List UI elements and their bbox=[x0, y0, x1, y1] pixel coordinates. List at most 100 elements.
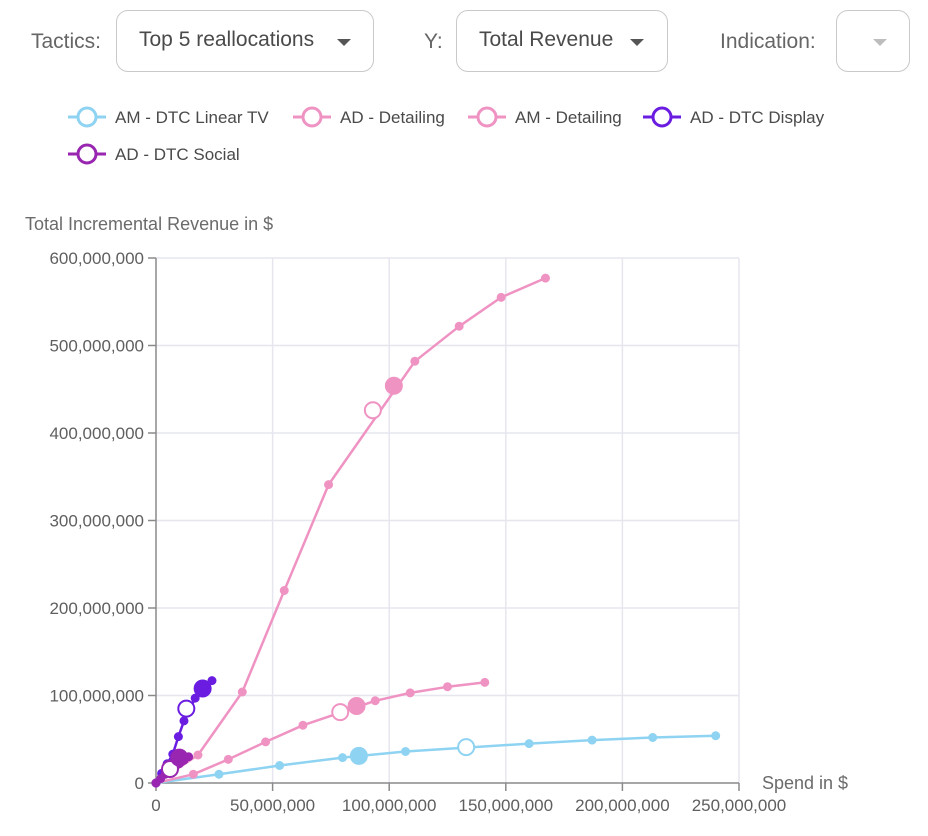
optimized-spend-marker bbox=[193, 679, 212, 698]
legend-item[interactable]: AD - DTC Display bbox=[643, 106, 825, 128]
data-point bbox=[275, 761, 285, 770]
tactics-label: Tactics: bbox=[31, 30, 102, 53]
legend-item[interactable]: AM - DTC Linear TV bbox=[68, 106, 269, 128]
legend-marker bbox=[301, 106, 323, 128]
data-point bbox=[168, 749, 178, 759]
data-point bbox=[338, 753, 348, 763]
tactics-dropdown-value: Top 5 reallocations bbox=[139, 28, 315, 51]
data-point bbox=[454, 321, 464, 331]
y-axis-title: Total Incremental Revenue in $ bbox=[25, 214, 273, 234]
data-point bbox=[443, 682, 452, 692]
y-tick-label: 100,000,000 bbox=[49, 687, 144, 706]
y-metric-dropdown-value: Total Revenue bbox=[479, 28, 614, 51]
legend-label: AD - Detailing bbox=[340, 108, 445, 127]
data-point bbox=[401, 747, 411, 756]
data-point bbox=[324, 480, 334, 490]
legend-item[interactable]: AD - DTC Social bbox=[68, 143, 240, 165]
chart-series bbox=[151, 273, 721, 788]
indication-dropdown[interactable] bbox=[836, 10, 910, 72]
series-1 bbox=[151, 273, 550, 788]
x-axis-title: Spend in $ bbox=[762, 773, 848, 793]
tactics-dropdown[interactable]: Top 5 reallocations bbox=[116, 10, 374, 72]
series-line bbox=[155, 734, 716, 785]
legend-item[interactable]: AD - Detailing bbox=[293, 106, 445, 128]
optimized-spend-marker bbox=[349, 746, 368, 765]
data-point bbox=[587, 735, 597, 745]
data-point bbox=[151, 778, 161, 788]
y-axis-label: Y: bbox=[424, 30, 443, 53]
data-point bbox=[170, 762, 180, 772]
data-point bbox=[173, 732, 183, 742]
data-point bbox=[370, 696, 380, 706]
current-spend-marker bbox=[177, 699, 196, 718]
data-point bbox=[279, 586, 289, 595]
current-spend-marker bbox=[363, 401, 382, 420]
data-point bbox=[162, 759, 172, 769]
data-point bbox=[151, 778, 161, 788]
optimized-spend-marker bbox=[170, 748, 189, 767]
chart-grid bbox=[156, 257, 740, 783]
data-point bbox=[165, 766, 175, 776]
series-0 bbox=[151, 731, 721, 788]
data-point bbox=[223, 754, 233, 764]
current-spend-marker bbox=[160, 760, 179, 778]
legend-marker bbox=[651, 106, 673, 128]
y-metric-dropdown[interactable]: Total Revenue bbox=[456, 10, 668, 72]
legend-marker bbox=[76, 106, 98, 128]
series-4 bbox=[151, 748, 194, 788]
legend-marker bbox=[76, 143, 98, 165]
data-point bbox=[298, 720, 308, 730]
optimized-spend-marker bbox=[384, 376, 403, 395]
x-tick-label: 200,000,000 bbox=[575, 796, 670, 815]
data-point bbox=[214, 769, 224, 779]
series-line bbox=[155, 755, 190, 784]
chevron-down-icon bbox=[337, 39, 351, 46]
data-point bbox=[179, 716, 189, 726]
data-point bbox=[184, 752, 194, 762]
data-point bbox=[540, 273, 550, 283]
data-point bbox=[151, 778, 161, 788]
data-point bbox=[190, 693, 200, 703]
y-tick-label: 400,000,000 bbox=[49, 424, 144, 443]
indication-label: Indication: bbox=[720, 30, 816, 53]
y-tick-label: 500,000,000 bbox=[49, 337, 144, 356]
legend: AM - DTC Linear TV AD - Detailing AM - Det… bbox=[68, 106, 825, 165]
data-point bbox=[648, 733, 658, 742]
x-tick-label: 150,000,000 bbox=[459, 796, 554, 815]
series-line bbox=[154, 679, 213, 784]
data-point bbox=[496, 292, 506, 302]
optimized-spend-marker bbox=[347, 697, 366, 715]
legend-item[interactable]: AM - Detailing bbox=[468, 106, 622, 128]
y-tick-label: 200,000,000 bbox=[49, 599, 144, 618]
legend-label: AM - Detailing bbox=[515, 108, 622, 127]
data-point bbox=[151, 778, 161, 788]
legend-label: AD - DTC Social bbox=[115, 145, 240, 164]
current-spend-marker bbox=[457, 738, 476, 757]
data-point bbox=[711, 731, 721, 741]
x-tick-label: 50,000,000 bbox=[230, 796, 315, 815]
series-line bbox=[155, 276, 546, 785]
data-point bbox=[156, 774, 166, 784]
y-tick-label: 0 bbox=[135, 774, 144, 793]
data-point bbox=[207, 676, 217, 686]
current-spend-marker bbox=[331, 703, 350, 722]
data-point bbox=[179, 755, 189, 765]
y-tick-label: 300,000,000 bbox=[49, 512, 144, 531]
data-point bbox=[480, 677, 490, 687]
data-point bbox=[174, 759, 184, 769]
data-point bbox=[261, 737, 271, 747]
data-point bbox=[151, 778, 161, 788]
chevron-down-icon bbox=[873, 39, 887, 46]
data-point bbox=[410, 356, 420, 366]
series-line bbox=[155, 681, 485, 785]
x-tick-label: 100,000,000 bbox=[342, 796, 437, 815]
x-tick-label: 0 bbox=[151, 796, 160, 815]
data-point bbox=[188, 769, 198, 779]
series-3 bbox=[151, 676, 217, 788]
chevron-down-icon bbox=[630, 39, 644, 46]
chart-axes: 0 100,000,000 200,000,000 300,000,000 400,00… bbox=[49, 249, 786, 815]
data-point bbox=[524, 739, 534, 749]
legend-label: AM - DTC Linear TV bbox=[115, 108, 269, 127]
x-tick-label: 250,000,000 bbox=[692, 796, 787, 815]
